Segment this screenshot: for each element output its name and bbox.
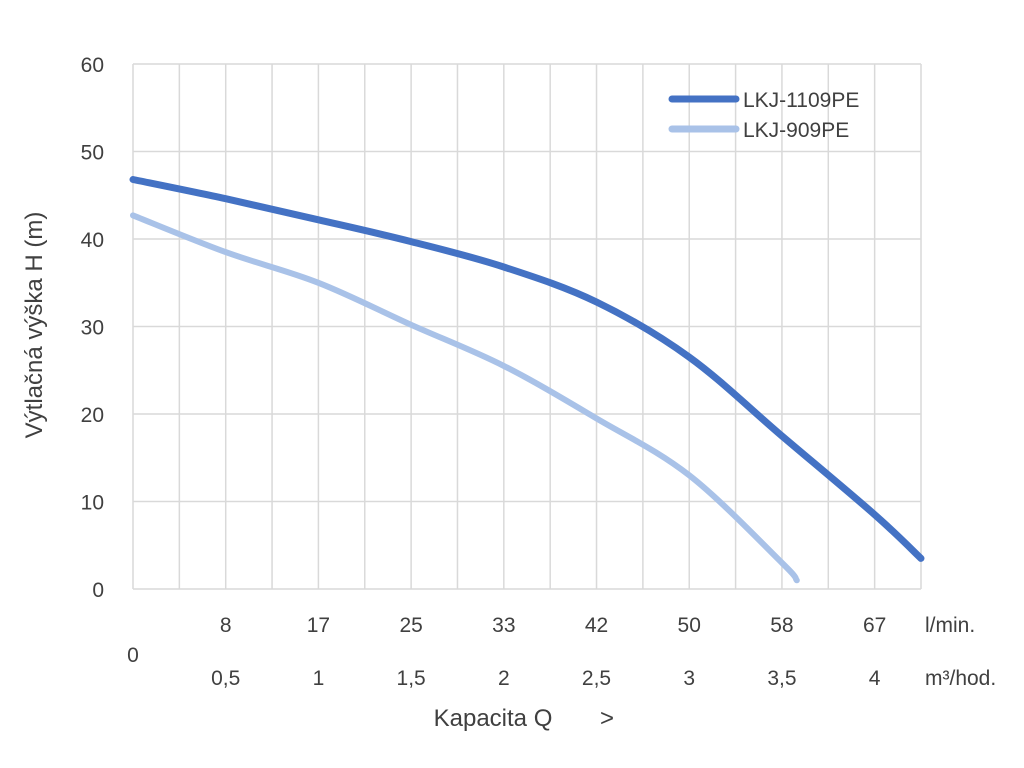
series-line-lkj-909pe <box>130 212 800 584</box>
x-tick-label-m3h: 1 <box>313 667 325 690</box>
series-line-lkj-1109pe <box>129 176 925 562</box>
x-unit-label-lmin: l/min. <box>925 614 975 637</box>
legend-label-lkj-1109pe: LKJ-1109PE <box>743 89 859 112</box>
y-tick-label: 20 <box>81 404 104 427</box>
series-lines <box>129 176 925 584</box>
y-tick-label: 10 <box>81 492 104 515</box>
horizontal-gridlines <box>133 63 921 590</box>
x-tick-label-lmin: 50 <box>678 614 701 637</box>
x-tick-label-lmin: 58 <box>770 614 793 637</box>
y-tick-label: 50 <box>81 142 104 165</box>
x-tick-label-lmin: 33 <box>492 614 515 637</box>
x-tick-label-lmin: 42 <box>585 614 608 637</box>
x-tick-label-lmin: 25 <box>399 614 422 637</box>
x-axis-arrow: > <box>600 705 614 732</box>
legend-label-lkj-909pe: LKJ-909PE <box>743 119 849 142</box>
x-tick-label-m3h: 4 <box>869 667 881 690</box>
x-tick-label-m3h: 1,5 <box>397 667 426 690</box>
legend: LKJ-1109PE LKJ-909PE <box>668 89 859 142</box>
y-tick-label: 60 <box>81 54 104 77</box>
y-axis-tick-labels: 0 10 20 30 40 50 60 <box>81 54 104 602</box>
x-tick-label-m3h: 0,5 <box>211 667 240 690</box>
x-tick-label-m3h: 2 <box>498 667 510 690</box>
x-origin-label: 0 <box>127 644 139 667</box>
x-tick-label-lmin: 67 <box>863 614 886 637</box>
x-tick-label-m3h: 3 <box>683 667 695 690</box>
x-tick-label-lmin: 8 <box>220 614 232 637</box>
y-tick-label: 30 <box>81 317 104 340</box>
x-axis-tick-labels: 8 0,5 17 1 25 1,5 33 2 42 2,5 50 3 58 3,5 67 4 <box>211 614 886 690</box>
y-tick-label: 40 <box>81 229 104 252</box>
x-unit-label-m3h: m³/hod. <box>925 667 996 690</box>
x-tick-label-lmin: 17 <box>307 614 330 637</box>
x-axis-title: Kapacita Q <box>434 705 553 732</box>
y-tick-label: 0 <box>92 579 104 602</box>
y-axis-title: Výtlačná výška H (m) <box>21 212 48 439</box>
x-tick-label-m3h: 2,5 <box>582 667 611 690</box>
x-tick-label-m3h: 3,5 <box>767 667 796 690</box>
